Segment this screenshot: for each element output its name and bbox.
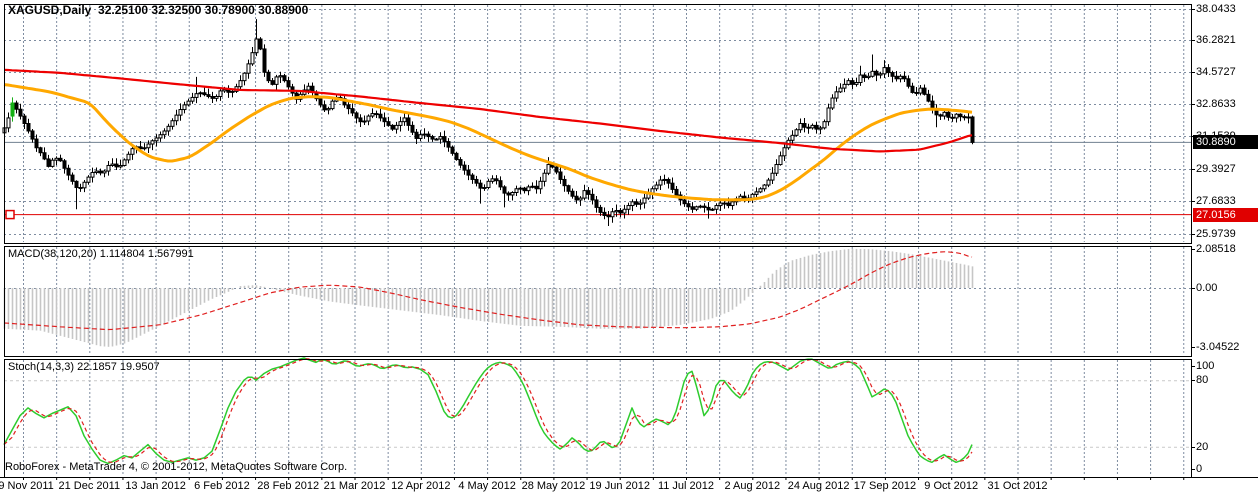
date-axis-label: 2 Aug 2012 bbox=[724, 480, 781, 492]
price-axis-label: 80 bbox=[1196, 374, 1209, 386]
date-axis-label: 31 Oct 2012 bbox=[987, 480, 1048, 492]
price-axis-label: 0 bbox=[1196, 463, 1203, 475]
date-axis-label: 24 Aug 2012 bbox=[787, 480, 850, 492]
date-axis-label: 28 Feb 2012 bbox=[257, 480, 320, 492]
price-axis-label: 29.3927 bbox=[1196, 163, 1236, 175]
current-price-box: 30.8890 bbox=[1193, 135, 1258, 150]
hline-price-box: 27.0156 bbox=[1193, 207, 1258, 222]
price-axis-label: 2.08518 bbox=[1196, 243, 1236, 255]
date-axis-label: 12 Apr 2012 bbox=[391, 480, 451, 492]
date-axis-label: 21 Mar 2012 bbox=[323, 480, 386, 492]
date-axis-label: 9 Oct 2012 bbox=[924, 480, 979, 492]
ohlc-values-label: 32.25100 32.32500 30.78900 30.88900 bbox=[98, 3, 309, 17]
date-axis-label: 17 Sep 2012 bbox=[853, 480, 917, 492]
macd-histogram bbox=[3, 248, 974, 347]
macd-indicator-label: MACD(38,120,20) 1.114804 1.567991 bbox=[8, 248, 194, 260]
copyright-footer: RoboForex - MetaTrader 4, © 2001-2012, M… bbox=[5, 461, 348, 473]
price-axis-label: 25.9739 bbox=[1196, 228, 1236, 240]
price-axis-label: 34.5727 bbox=[1196, 66, 1236, 78]
price-axis-label: 38.0433 bbox=[1196, 3, 1236, 15]
hline-27-layer[interactable] bbox=[4, 209, 1191, 220]
date-axis-label: 19 Jun 2012 bbox=[589, 480, 650, 492]
grid-layer bbox=[4, 5, 1191, 476]
ma-orange-line bbox=[3, 83, 973, 202]
macd-signal-line bbox=[3, 251, 973, 331]
price-axis-label: -3.04522 bbox=[1196, 341, 1240, 353]
price-axis-label: 27.6833 bbox=[1196, 195, 1236, 207]
date-axis-label: 4 May 2012 bbox=[458, 480, 516, 492]
price-axis-label: 20 bbox=[1196, 441, 1209, 453]
borders-layer bbox=[0, 4, 1258, 480]
price-axis-label: 36.2821 bbox=[1196, 34, 1236, 46]
symbol-timeframe-label: XAGUSD,Daily bbox=[8, 3, 92, 17]
date-axis-label: 6 Feb 2012 bbox=[194, 480, 250, 492]
time-axis[interactable]: 29 Nov 2011 21 Dec 2011 13 Jan 2012 6 Feb 2… bbox=[0, 477, 1258, 493]
date-axis-label: 28 May 2012 bbox=[521, 480, 586, 492]
candles-layer bbox=[2, 19, 975, 227]
price-axis[interactable]: 38.043336.282134.572732.863331.153929.39… bbox=[1192, 0, 1258, 477]
stoch-indicator-label: Stoch(14,3,3) 22.1857 19.9507 bbox=[8, 361, 160, 373]
date-axis-label: 21 Dec 2011 bbox=[58, 480, 121, 492]
ma-red-line bbox=[3, 68, 973, 153]
chart-title: XAGUSD,Daily 32.25100 32.32500 30.78900 … bbox=[8, 4, 308, 17]
price-axis-label: 100 bbox=[1196, 360, 1215, 372]
date-axis-label: 29 Nov 2011 bbox=[0, 480, 54, 492]
price-axis-label: 0.00 bbox=[1196, 282, 1218, 294]
date-axis-label: 13 Jan 2012 bbox=[125, 480, 186, 492]
date-axis-label: 11 Jul 2012 bbox=[657, 480, 715, 492]
price-axis-label: 32.8633 bbox=[1196, 98, 1236, 110]
